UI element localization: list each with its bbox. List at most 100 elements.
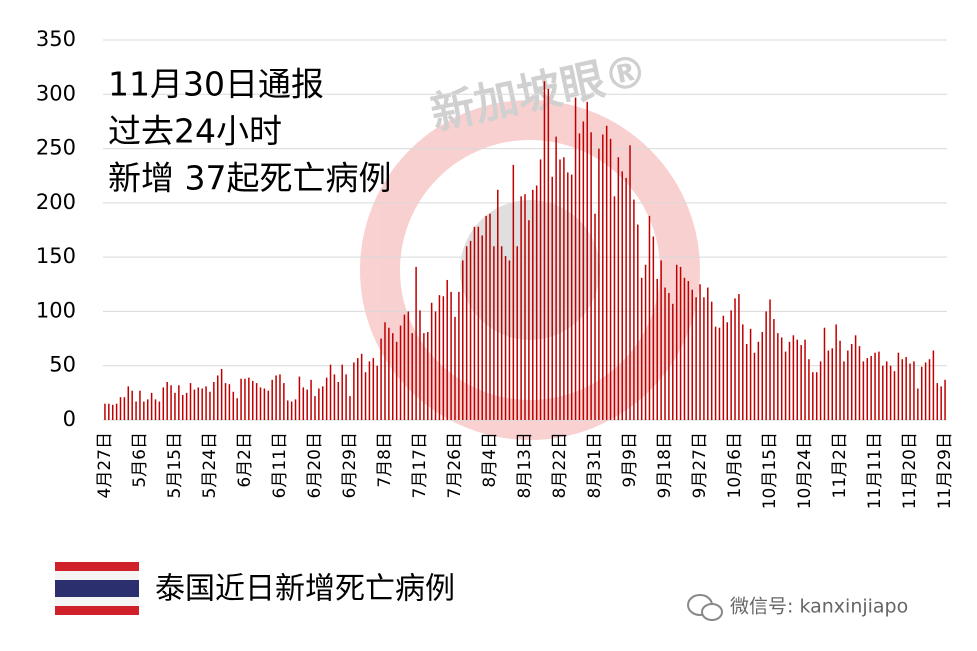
bar xyxy=(419,310,421,420)
bar xyxy=(438,295,441,420)
bar xyxy=(777,333,779,420)
legend-label: 泰国近日新增死亡病例 xyxy=(155,572,455,607)
bar xyxy=(271,379,273,420)
bar xyxy=(874,352,876,420)
bar xyxy=(170,385,172,420)
annotation: 11月30日通报 xyxy=(108,65,324,104)
bar xyxy=(154,399,157,420)
bar xyxy=(520,196,522,420)
bar xyxy=(800,345,802,420)
bar xyxy=(298,376,301,420)
bar xyxy=(854,335,857,420)
bar xyxy=(656,278,658,420)
x-tick-label: 11月11日 xyxy=(865,432,885,509)
x-tick-label: 9月27日 xyxy=(690,432,710,498)
bar xyxy=(528,220,530,420)
x-tick-label: 9月9日 xyxy=(620,432,640,488)
bar xyxy=(232,391,235,420)
bar xyxy=(726,322,728,420)
bar xyxy=(602,134,604,420)
bar xyxy=(909,363,911,420)
bar xyxy=(878,351,880,420)
x-tick-label: 7月17日 xyxy=(410,432,430,498)
bar xyxy=(485,215,487,420)
bar xyxy=(337,382,340,420)
y-tick-label: 250 xyxy=(36,136,76,160)
bar xyxy=(652,236,655,420)
bar xyxy=(773,319,775,420)
bar xyxy=(882,365,884,420)
bar xyxy=(469,240,472,420)
bar xyxy=(477,226,480,420)
bar xyxy=(570,174,573,420)
bar xyxy=(695,297,697,420)
bar xyxy=(625,177,627,420)
bar xyxy=(761,332,764,420)
bar xyxy=(788,341,791,420)
bar xyxy=(668,292,670,420)
x-tick-label: 5月24日 xyxy=(200,432,220,498)
bar xyxy=(189,383,192,420)
bar xyxy=(201,388,203,420)
bar xyxy=(718,327,721,420)
bar xyxy=(248,377,250,420)
bar xyxy=(648,215,651,420)
bar xyxy=(819,361,822,420)
bar xyxy=(228,384,231,420)
bar xyxy=(442,296,445,420)
x-tick-label: 10月15日 xyxy=(760,432,780,509)
bar xyxy=(465,246,468,420)
bar xyxy=(493,246,495,420)
bar xyxy=(749,328,752,420)
x-tick-label: 8月31日 xyxy=(585,432,605,498)
bar xyxy=(341,364,343,420)
bar xyxy=(547,88,550,420)
bar xyxy=(275,375,277,420)
x-tick-label: 8月13日 xyxy=(515,432,535,498)
bar xyxy=(539,159,542,420)
y-tick-label: 50 xyxy=(49,353,76,377)
bar xyxy=(866,358,869,420)
bar xyxy=(847,350,849,420)
x-tick-label: 8月4日 xyxy=(480,432,500,488)
bar xyxy=(613,196,616,420)
bar xyxy=(792,335,795,420)
x-tick-label: 11月20日 xyxy=(900,432,920,509)
bar xyxy=(843,361,845,420)
bar xyxy=(263,388,266,420)
bar xyxy=(244,378,246,420)
bar xyxy=(920,366,923,420)
bar xyxy=(590,132,592,421)
bar xyxy=(897,352,900,420)
bar xyxy=(384,322,386,420)
bar xyxy=(357,358,359,420)
bar xyxy=(862,361,865,420)
bar xyxy=(551,176,553,420)
x-tick-label: 11月29日 xyxy=(935,432,955,509)
bar xyxy=(578,133,581,420)
bar xyxy=(279,374,281,420)
bar xyxy=(123,397,126,420)
bar xyxy=(236,398,238,420)
bar xyxy=(687,281,690,420)
bar xyxy=(586,101,588,420)
bar xyxy=(427,332,429,420)
bar xyxy=(629,145,631,421)
bar xyxy=(672,303,674,420)
logo-eye xyxy=(460,200,600,340)
bar xyxy=(664,287,666,420)
bar xyxy=(388,327,390,420)
bar xyxy=(555,136,557,420)
bar xyxy=(710,301,713,420)
bar xyxy=(213,382,215,420)
x-tick-label: 6月20日 xyxy=(305,432,325,498)
bar xyxy=(158,401,161,420)
bar xyxy=(500,246,503,420)
bar xyxy=(306,389,308,420)
bar xyxy=(543,81,546,420)
bar xyxy=(446,279,448,420)
bar xyxy=(563,157,565,420)
bar xyxy=(913,361,915,420)
y-tick-label: 100 xyxy=(36,298,76,322)
bar xyxy=(430,302,433,420)
